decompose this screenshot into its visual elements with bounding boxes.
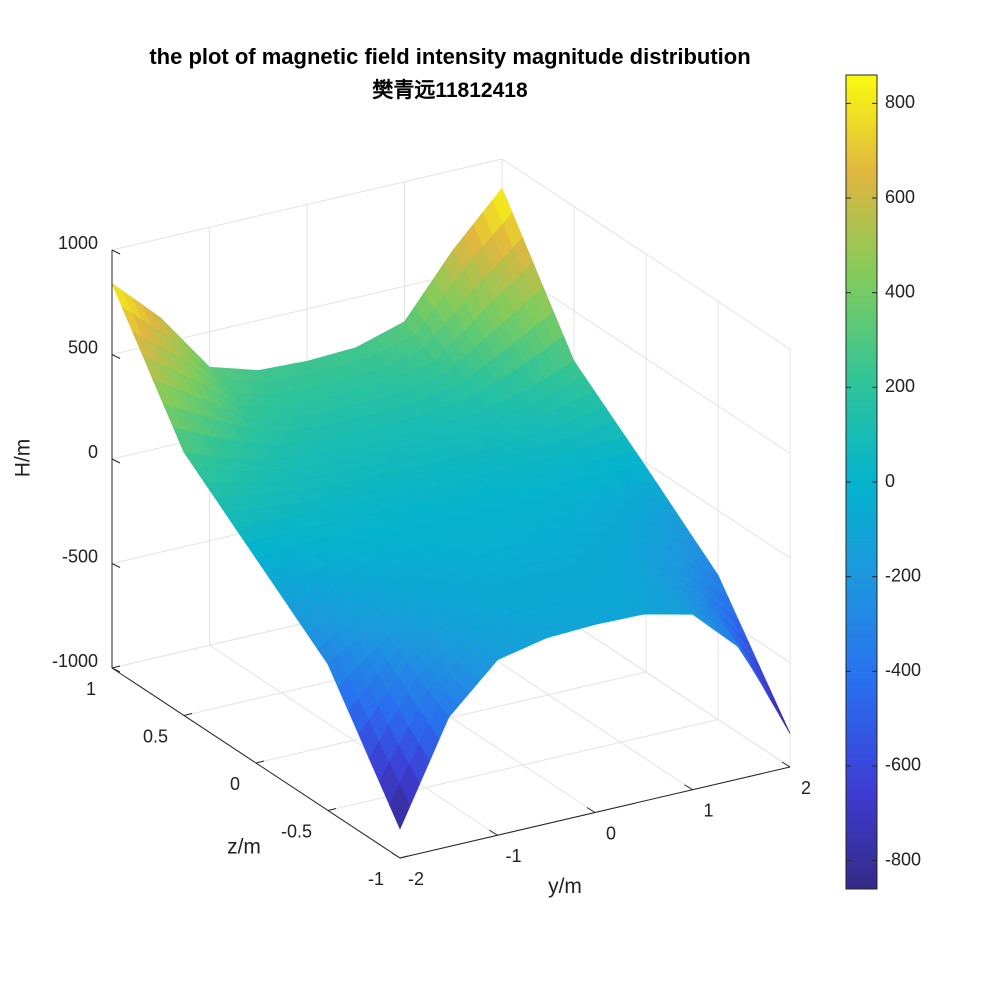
y-tick-mark bbox=[684, 784, 693, 791]
h-tick-label: -1000 bbox=[52, 651, 98, 671]
y-tick-mark bbox=[781, 761, 791, 768]
surface-patch bbox=[389, 783, 411, 830]
h-tick-mark bbox=[111, 249, 121, 255]
y-tick-label: 0 bbox=[606, 823, 616, 843]
z-axis-label: z/m bbox=[227, 836, 261, 859]
h-tick-mark bbox=[111, 563, 121, 568]
y-tick-label: 2 bbox=[801, 778, 811, 798]
z-tick-label: -0.5 bbox=[281, 821, 312, 841]
y-axis-label: y/m bbox=[548, 875, 582, 898]
z-tick-label: 0.5 bbox=[143, 726, 168, 746]
wall-gridline-h bbox=[111, 158, 503, 251]
colorbar-tick-label: -400 bbox=[885, 660, 921, 680]
z-tick-mark bbox=[327, 808, 337, 811]
colorbar-tick-label: 200 bbox=[885, 376, 915, 396]
colorbar-tick-label: 800 bbox=[885, 92, 915, 112]
z-tick-mark bbox=[255, 760, 265, 764]
y-tick-mark bbox=[391, 852, 401, 859]
side-gridline-h bbox=[501, 263, 791, 454]
h-axis-label: H/m bbox=[12, 439, 35, 478]
y-tick-label: -1 bbox=[505, 846, 521, 866]
side-gridline-h bbox=[501, 158, 791, 350]
colorbar-tick-label: 600 bbox=[885, 187, 915, 207]
colorbar-tick-label: -200 bbox=[885, 565, 921, 585]
z-tick-label: 1 bbox=[86, 679, 96, 699]
y-tick-mark bbox=[489, 829, 498, 836]
h-tick-label: -500 bbox=[62, 546, 98, 566]
z-axis-line bbox=[111, 667, 401, 859]
colorbar-tick-label: 400 bbox=[885, 281, 915, 301]
colorbar-tick-label: -800 bbox=[885, 849, 921, 869]
h-tick-mark bbox=[111, 458, 121, 464]
chart-subtitle: 樊青远11812418 bbox=[372, 79, 528, 102]
h-tick-label: 1000 bbox=[58, 233, 98, 253]
floor-gridline-z bbox=[255, 671, 647, 764]
surface-layer bbox=[111, 187, 791, 830]
h-tick-label: 500 bbox=[68, 337, 98, 357]
colorbar-tick-label: 0 bbox=[885, 471, 895, 491]
axis-layer: -1000 -500 0 500 1000 -2 -1 0 1 2 -1 -0.5 0 0.5 1 H/m y/… bbox=[12, 233, 811, 898]
colorbar: -800 -600 -400 -200 0 200 400 600 800 bbox=[845, 74, 921, 890]
colorbar-tick-label: -600 bbox=[885, 755, 921, 775]
z-tick-label: 0 bbox=[230, 774, 240, 794]
h-tick-label: 0 bbox=[88, 442, 98, 462]
chart-title: the plot of magnetic field intensity mag… bbox=[149, 44, 751, 69]
y-tick-mark bbox=[586, 807, 596, 813]
z-tick-mark bbox=[183, 713, 193, 716]
y-tick-label: 1 bbox=[703, 801, 713, 821]
h-tick-mark bbox=[111, 354, 121, 359]
z-tick-label: -1 bbox=[368, 869, 384, 889]
colorbar-gradient bbox=[845, 74, 878, 890]
z-tick-mark bbox=[399, 855, 409, 859]
h-tick-mark bbox=[111, 667, 121, 673]
y-tick-label: -2 bbox=[408, 869, 424, 889]
z-tick-mark bbox=[111, 665, 121, 669]
